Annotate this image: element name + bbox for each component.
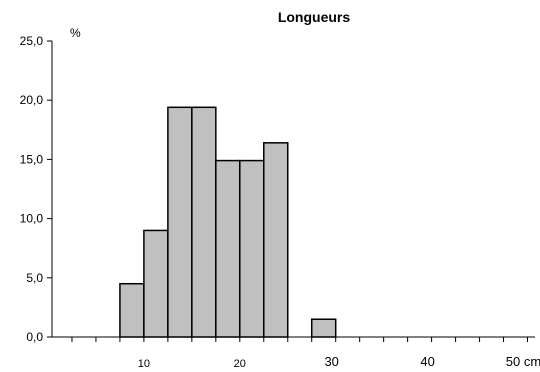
histogram-bar (215, 159, 241, 338)
x-tick-label: 50 cm (506, 354, 540, 369)
y-tick-label: 10,0 (20, 212, 44, 226)
y-tick-label: 20,0 (20, 93, 44, 107)
y-tick-label: 5,0 (26, 271, 43, 285)
x-tick-label: 40 (420, 354, 434, 369)
histogram-bars (119, 106, 337, 338)
x-tick-label: 30 (324, 354, 338, 369)
y-axis-unit-label: % (70, 26, 81, 40)
y-tick-label: 0,0 (26, 330, 43, 344)
histogram-bar (239, 159, 265, 338)
histogram-bar (143, 229, 169, 338)
histogram-bar (119, 282, 145, 338)
x-tick-label: 10 (138, 358, 150, 370)
x-tick-label: 20 (234, 358, 246, 370)
y-tick-label: 15,0 (20, 152, 44, 166)
chart-title: Longueurs (278, 9, 351, 25)
histogram-bar (310, 318, 337, 338)
y-axis: 0,0 5,0 10,0 15,0 20,0 25,0 (20, 34, 52, 344)
histogram-bar (263, 142, 289, 338)
x-axis: 10 20 30 40 50 cm (71, 337, 540, 370)
histogram-bar (191, 106, 217, 338)
axis-lines (51, 41, 535, 338)
histogram-bar (167, 106, 193, 338)
y-tick-label: 25,0 (20, 34, 44, 48)
